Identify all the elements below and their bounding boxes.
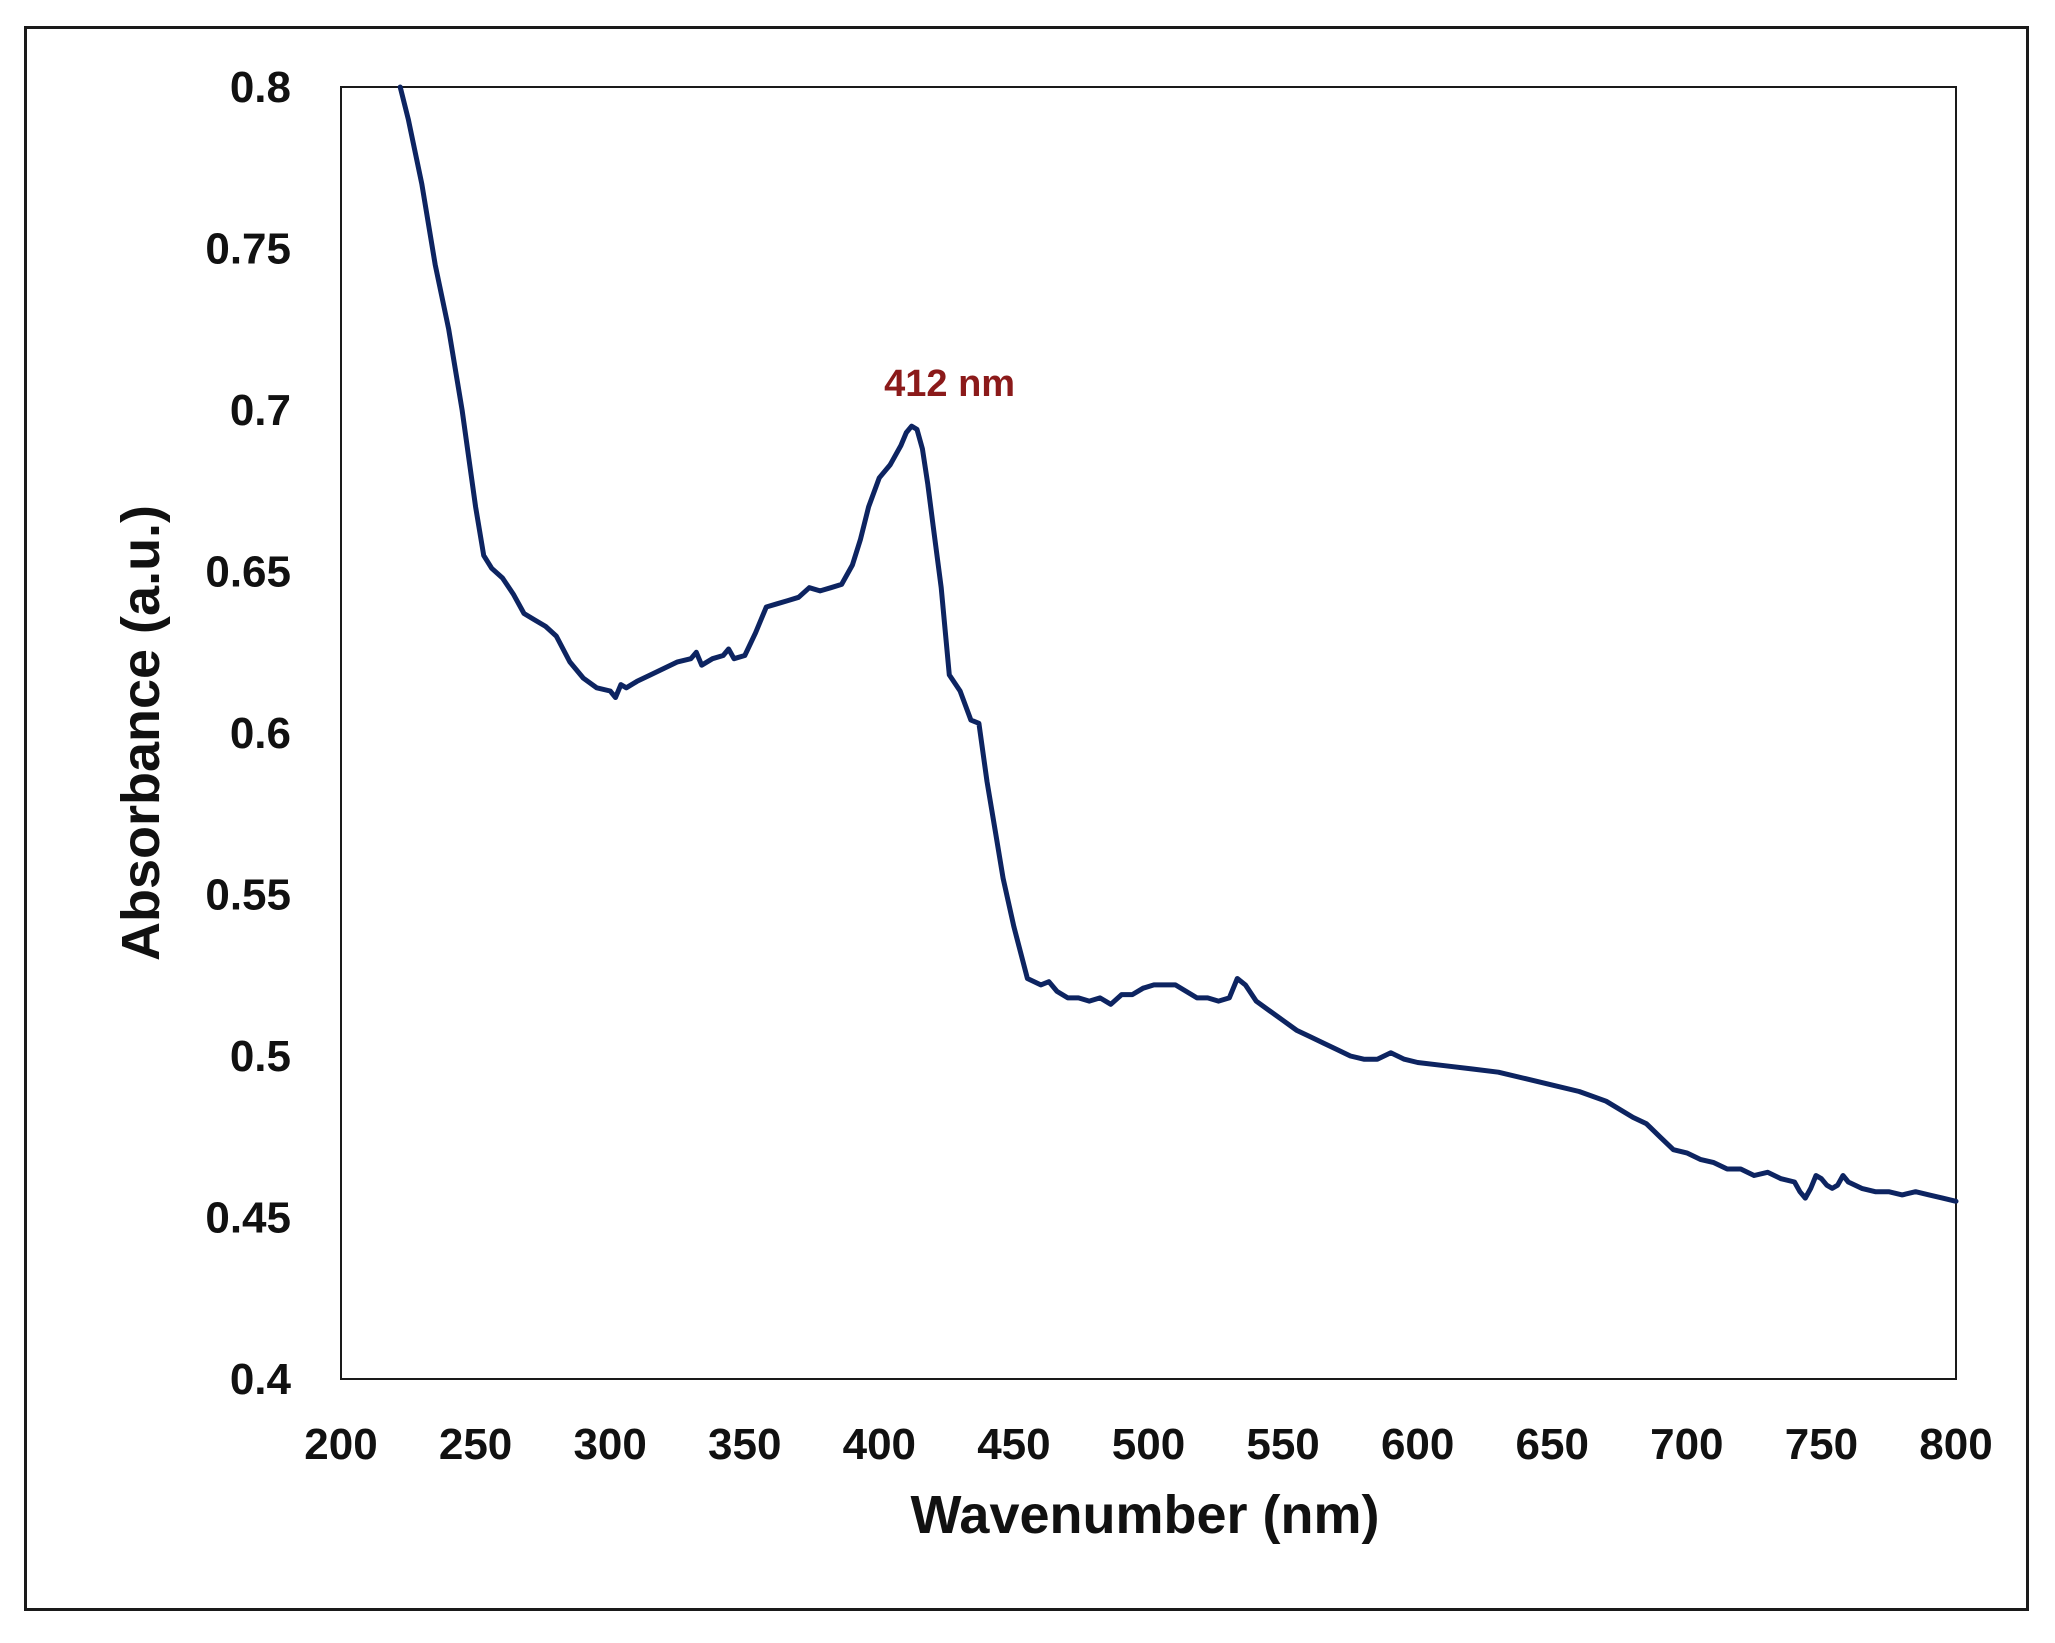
- x-tick-label: 500: [1112, 1420, 1185, 1469]
- y-tick-label: 0.8: [230, 63, 291, 112]
- y-tick-label: 0.6: [230, 709, 291, 758]
- x-tick-label: 250: [439, 1420, 512, 1469]
- x-tick-label: 800: [1919, 1420, 1992, 1469]
- x-tick-label: 550: [1246, 1420, 1319, 1469]
- absorbance-series-line: [397, 84, 1959, 1204]
- y-tick-label: 0.5: [230, 1032, 291, 1081]
- x-tick-label: 450: [977, 1420, 1050, 1469]
- x-tick-label: 700: [1650, 1420, 1723, 1469]
- y-tick-label: 0.65: [205, 548, 291, 597]
- y-tick-label: 0.55: [205, 871, 291, 920]
- x-tick-label: 400: [843, 1420, 916, 1469]
- y-axis-title: Absorbance (a.u.): [111, 505, 171, 961]
- chart: 0.4 0.45 0.5 0.55 0.6 0.65 0.7 0.75 0.8 200 250 30…: [111, 63, 1993, 1545]
- x-tick-label: 200: [304, 1420, 377, 1469]
- x-tick-label: 300: [573, 1420, 646, 1469]
- x-tick-label: 350: [708, 1420, 781, 1469]
- y-tick-labels: 0.4 0.45 0.5 0.55 0.6 0.65 0.7 0.75 0.8: [205, 63, 291, 1404]
- x-tick-label: 600: [1381, 1420, 1454, 1469]
- x-tick-labels: 200 250 300 350 400 450 500 550 600 650 700 750 800: [304, 1420, 1992, 1469]
- y-tick-label: 0.75: [205, 225, 291, 274]
- y-tick-label: 0.7: [230, 386, 291, 435]
- y-tick-label: 0.4: [230, 1355, 292, 1404]
- x-tick-label: 750: [1785, 1420, 1858, 1469]
- x-axis-title: Wavenumber (nm): [910, 1485, 1379, 1545]
- y-tick-label: 0.45: [205, 1194, 291, 1243]
- x-tick-label: 650: [1516, 1420, 1589, 1469]
- peak-annotation: 412 nm: [884, 363, 1015, 405]
- plot-area: [340, 86, 1957, 1380]
- chart-frame: 0.4 0.45 0.5 0.55 0.6 0.65 0.7 0.75 0.8 200 250 30…: [24, 26, 2029, 1611]
